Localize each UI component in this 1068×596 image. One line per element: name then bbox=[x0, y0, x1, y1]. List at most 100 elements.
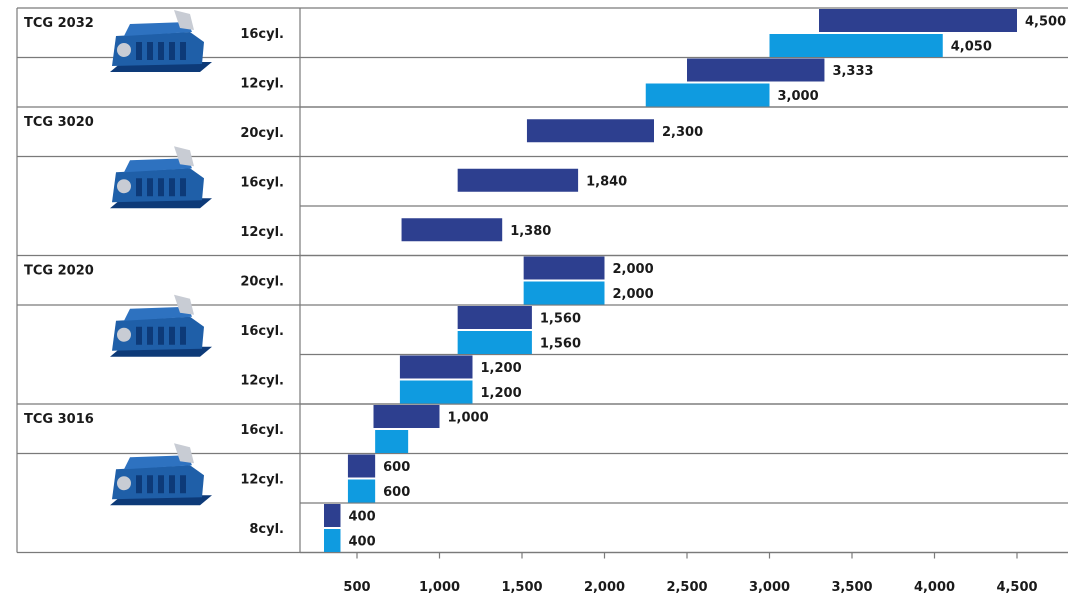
grid-lines bbox=[16, 7, 1068, 554]
cylinder-label: 20cyl. bbox=[240, 274, 284, 289]
value-label: 600 bbox=[383, 485, 410, 500]
engine-flywheel bbox=[117, 179, 131, 194]
value-label: 1,380 bbox=[510, 224, 551, 239]
bar-dark bbox=[324, 504, 341, 527]
engine-turbo bbox=[174, 10, 194, 30]
x-tick-label: 2,500 bbox=[666, 580, 707, 595]
value-label: 1,000 bbox=[448, 411, 489, 426]
value-label: 600 bbox=[383, 460, 410, 475]
engine-cylinder bbox=[147, 42, 153, 60]
bar-dark bbox=[523, 256, 605, 280]
engine-flywheel bbox=[117, 327, 131, 342]
engine-cylinder bbox=[158, 475, 164, 494]
value-label: 1,200 bbox=[481, 386, 522, 401]
value-label: 2,300 bbox=[662, 125, 703, 140]
bar-dark bbox=[401, 218, 503, 242]
value-label: 400 bbox=[349, 510, 376, 525]
engine-image bbox=[110, 294, 212, 357]
engine-images bbox=[110, 10, 212, 506]
engine-cylinder bbox=[136, 475, 142, 494]
bar-dark bbox=[457, 306, 532, 329]
engine-image bbox=[110, 146, 212, 209]
bar-dark bbox=[457, 168, 579, 192]
x-tick-label: 500 bbox=[343, 580, 370, 595]
value-label: 4,500 bbox=[1025, 15, 1066, 30]
model-label: TCG 2020 bbox=[24, 264, 94, 279]
bar-light bbox=[523, 281, 605, 305]
x-tick-label: 3,000 bbox=[749, 580, 790, 595]
engine-top bbox=[124, 158, 192, 173]
cylinder-label: 16cyl. bbox=[240, 175, 284, 190]
value-label: 2,000 bbox=[613, 287, 654, 302]
engine-cylinder bbox=[169, 326, 175, 345]
model-label: TCG 3016 bbox=[24, 412, 94, 427]
cylinder-label: 12cyl. bbox=[240, 76, 284, 91]
cylinder-label: 20cyl. bbox=[240, 126, 284, 141]
x-tick-label: 1,500 bbox=[501, 580, 542, 595]
x-tick-label: 4,000 bbox=[914, 580, 955, 595]
bar-light bbox=[399, 380, 473, 404]
bar-dark bbox=[399, 355, 473, 379]
engine-turbo bbox=[174, 443, 194, 464]
value-label: 400 bbox=[349, 535, 376, 550]
engine-turbo bbox=[174, 294, 194, 315]
engine-cylinder bbox=[180, 178, 186, 197]
cylinder-label: 16cyl. bbox=[240, 324, 284, 339]
bar-light bbox=[645, 83, 770, 107]
engine-cylinder bbox=[180, 42, 186, 60]
engine-image bbox=[110, 10, 212, 72]
engine-cylinder bbox=[147, 326, 153, 345]
engine-cylinder bbox=[147, 178, 153, 197]
engine-cylinder bbox=[158, 326, 164, 345]
engine-cylinder bbox=[169, 475, 175, 494]
bar-light bbox=[324, 529, 341, 552]
value-label: 1,840 bbox=[586, 174, 627, 189]
model-label: TCG 3020 bbox=[24, 115, 94, 130]
cylinder-label: 12cyl. bbox=[240, 373, 284, 388]
x-tick-label: 2,000 bbox=[584, 580, 625, 595]
engine-cylinder bbox=[147, 475, 153, 494]
cylinder-label: 12cyl. bbox=[240, 225, 284, 240]
engine-cylinder bbox=[169, 42, 175, 60]
bar-dark bbox=[373, 405, 440, 428]
engine-flywheel bbox=[117, 43, 131, 57]
cylinder-label: 12cyl. bbox=[240, 472, 284, 487]
engine-cylinder bbox=[169, 178, 175, 197]
engine-cylinder bbox=[158, 42, 164, 60]
bar-light bbox=[347, 479, 376, 503]
engine-cylinder bbox=[136, 326, 142, 345]
engine-top bbox=[124, 22, 192, 36]
value-label: 4,050 bbox=[951, 40, 992, 55]
engine-flywheel bbox=[117, 476, 131, 491]
bar-dark bbox=[526, 119, 654, 143]
value-label: 3,000 bbox=[778, 89, 819, 104]
engine-image bbox=[110, 443, 212, 506]
value-labels: 4,500 4,050 3,333 3,000 2,300 1,840 1,380 2,000… bbox=[349, 15, 1067, 550]
row-labels: TCG 2032 16cyl. 12cyl. TCG 3020 20cyl. 16cyl.… bbox=[24, 16, 284, 537]
cylinder-label: 16cyl. bbox=[240, 423, 284, 438]
value-label: 3,333 bbox=[832, 64, 873, 79]
engine-cylinder bbox=[136, 178, 142, 197]
value-label: 2,000 bbox=[613, 262, 654, 277]
engine-turbo bbox=[174, 146, 194, 167]
cylinder-label: 16cyl. bbox=[240, 27, 284, 42]
bar-dark bbox=[687, 58, 825, 82]
bars bbox=[324, 9, 1017, 552]
value-label: 1,560 bbox=[540, 312, 581, 327]
engine-cylinder bbox=[136, 42, 142, 60]
value-label: 1,200 bbox=[481, 361, 522, 376]
engine-top bbox=[124, 306, 192, 321]
bar-dark bbox=[347, 454, 376, 478]
model-label: TCG 2032 bbox=[24, 16, 94, 31]
bar-light bbox=[457, 331, 532, 354]
engine-cylinder bbox=[180, 475, 186, 494]
bar-dark bbox=[819, 9, 1017, 32]
x-axis: 500 1,000 1,500 2,000 2,500 3,000 3,500 4,000 4,… bbox=[343, 552, 1038, 595]
value-label: 1,560 bbox=[540, 337, 581, 352]
bar-light bbox=[769, 34, 943, 57]
x-tick-label: 4,500 bbox=[996, 580, 1037, 595]
cylinder-label: 8cyl. bbox=[249, 522, 284, 537]
engine-cylinder bbox=[180, 326, 186, 345]
x-tick-label: 3,500 bbox=[831, 580, 872, 595]
